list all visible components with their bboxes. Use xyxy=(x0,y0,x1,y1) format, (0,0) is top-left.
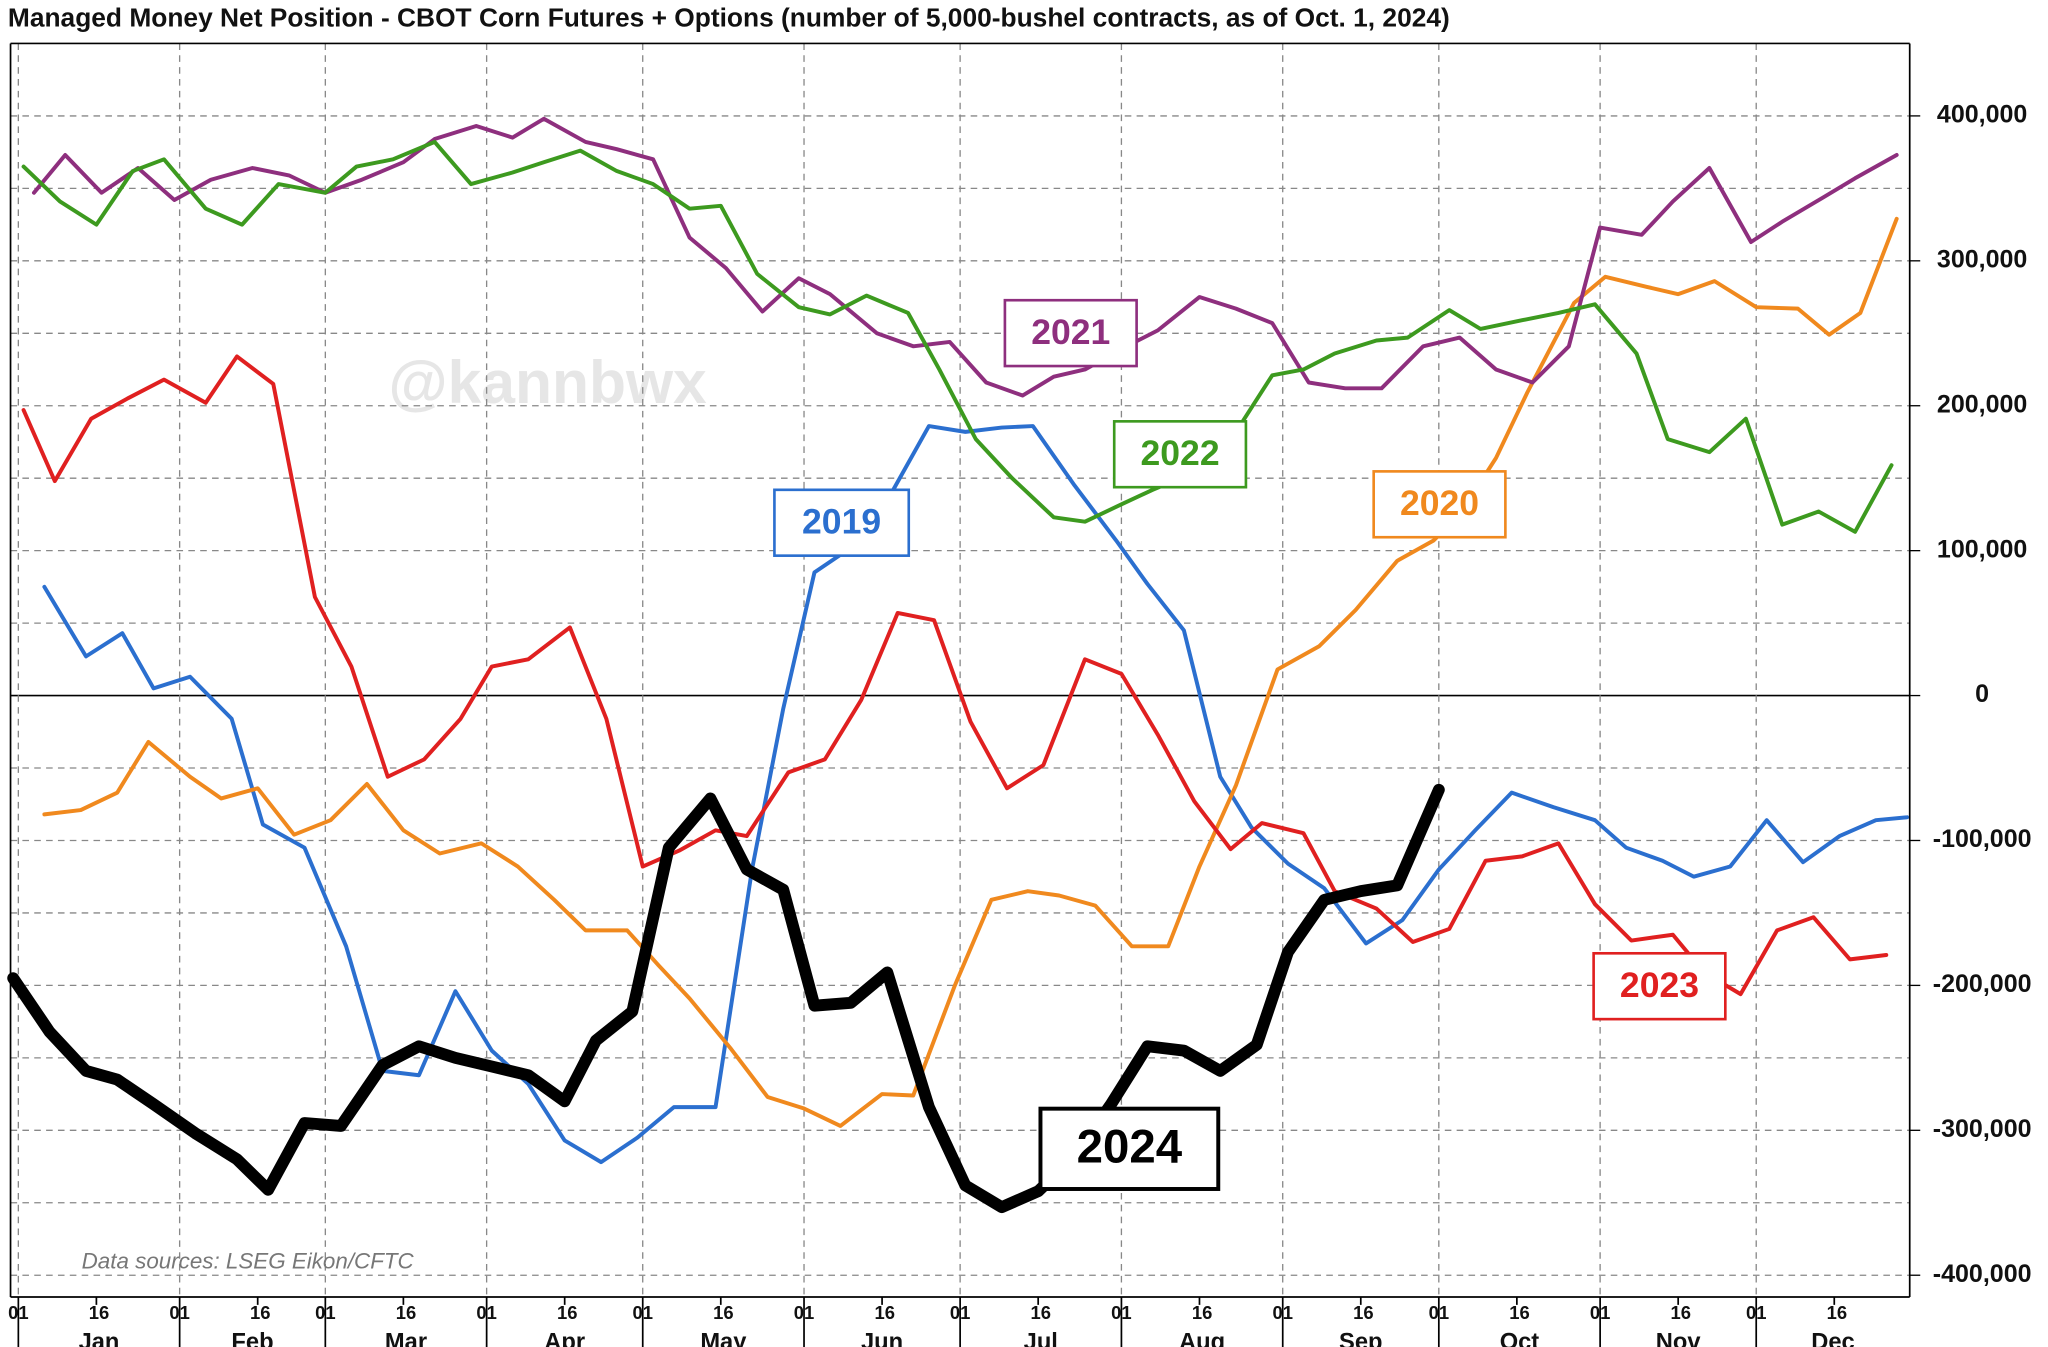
x-tick-label: 01 xyxy=(315,1302,336,1323)
lines xyxy=(7,116,1910,1214)
source-note: Data sources: LSEG Eikon/CFTC xyxy=(82,1249,415,1274)
x-tick-label: 16 xyxy=(1353,1302,1374,1323)
series-label: 2019 xyxy=(802,501,881,541)
series-label-box xyxy=(1003,298,1138,368)
series-line xyxy=(21,139,1894,534)
chart-title: Managed Money Net Position - CBOT Corn F… xyxy=(8,3,1450,33)
y-tick-label: 300,000 xyxy=(1937,245,2027,273)
watermark: @kannbwx xyxy=(389,348,708,416)
series-label: 2022 xyxy=(1141,433,1220,473)
series-label: 2021 xyxy=(1031,312,1110,352)
y-tick-label: 400,000 xyxy=(1937,101,2027,129)
month-label: Sep xyxy=(1339,1329,1382,1347)
series-line xyxy=(7,783,1445,1214)
x-tick-label: 16 xyxy=(250,1302,271,1323)
y-tick-label: -300,000 xyxy=(1933,1115,2032,1143)
x-tick-label: 01 xyxy=(1111,1302,1132,1323)
series-line xyxy=(42,216,1899,1128)
series-label: 2024 xyxy=(1077,1121,1183,1174)
x-tick-label: 16 xyxy=(1827,1302,1848,1323)
series-line xyxy=(42,424,1910,1165)
month-label: Apr xyxy=(544,1329,585,1347)
month-label: Dec xyxy=(1811,1329,1854,1347)
y-tick-label: -200,000 xyxy=(1933,970,2032,998)
x-tick-label: 01 xyxy=(169,1302,190,1323)
y-tick-label: -100,000 xyxy=(1933,825,2032,853)
month-label: Aug xyxy=(1179,1329,1225,1347)
x-tick-label: 16 xyxy=(1509,1302,1530,1323)
x-tick-label: 16 xyxy=(1671,1302,1692,1323)
x-tick-label: 01 xyxy=(950,1302,971,1323)
x-tick-label: 16 xyxy=(89,1302,110,1323)
month-label: Mar xyxy=(385,1329,427,1347)
month-label: May xyxy=(700,1329,747,1347)
series-label-box xyxy=(1372,470,1507,539)
series-label-box xyxy=(1112,420,1248,489)
x-tick-label: 01 xyxy=(1746,1302,1767,1323)
series-label: 2023 xyxy=(1620,965,1699,1005)
month-label: Nov xyxy=(1656,1329,1702,1347)
x-tick-label: 16 xyxy=(1031,1302,1052,1323)
x-tick-label: 16 xyxy=(713,1302,734,1323)
series-label: 2020 xyxy=(1400,483,1479,523)
series-line xyxy=(21,354,1889,997)
x-tick-label: 16 xyxy=(874,1302,895,1323)
month-label: Jun xyxy=(861,1329,903,1347)
x-tick-label: 16 xyxy=(1192,1302,1213,1323)
x-tick-label: 01 xyxy=(1590,1302,1611,1323)
month-label: Jan xyxy=(79,1329,120,1347)
x-tick-label: 01 xyxy=(476,1302,497,1323)
series-label-box xyxy=(1038,1106,1221,1191)
axes: 400,000 300,000 200,000 100,000 0 -100,000 -20… xyxy=(8,42,2032,1347)
month-label: Jul xyxy=(1024,1329,1058,1347)
y-tick-label: 200,000 xyxy=(1937,390,2027,418)
x-tick-label: 16 xyxy=(557,1302,578,1323)
series-labels: 2019 2020 2021 2022 2023 2024 xyxy=(773,298,1727,1191)
x-tick-label: 16 xyxy=(396,1302,417,1323)
x-tick-label: 01 xyxy=(8,1302,29,1323)
series-line xyxy=(32,116,1899,398)
x-tick-label: 01 xyxy=(1272,1302,1293,1323)
series-label-box xyxy=(773,488,911,557)
y-tick-label: 100,000 xyxy=(1937,535,2027,563)
month-label: Feb xyxy=(231,1329,273,1347)
series-label-box xyxy=(1592,951,1727,1021)
x-tick-label: 01 xyxy=(794,1302,815,1323)
y-tick-label: 0 xyxy=(1975,680,1989,708)
grid xyxy=(10,43,1910,1297)
x-tick-label: 01 xyxy=(632,1302,653,1323)
x-tick-label: 01 xyxy=(1429,1302,1450,1323)
month-label: Oct xyxy=(1500,1329,1540,1347)
y-tick-label: -400,000 xyxy=(1933,1260,2032,1288)
